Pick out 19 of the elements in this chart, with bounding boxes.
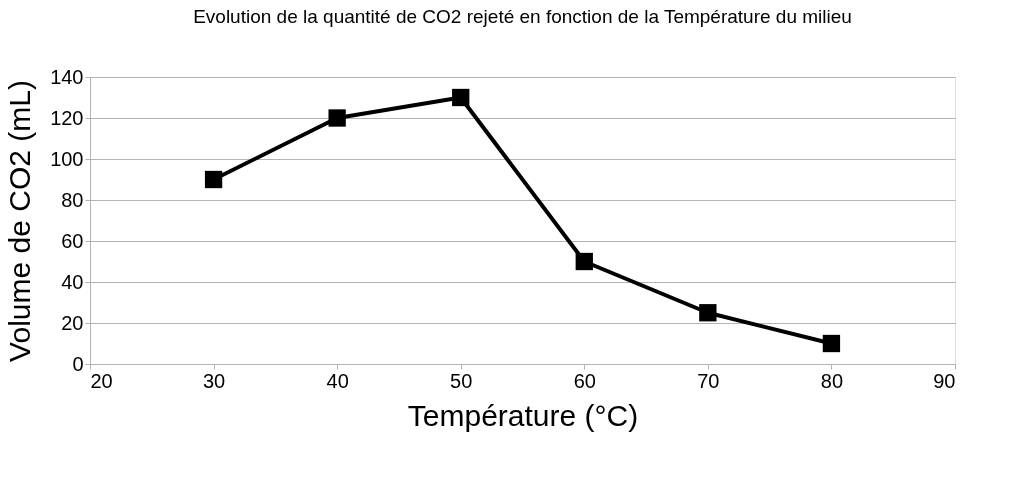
x-tick-label: 70: [697, 369, 720, 392]
y-tick-label: 120: [50, 106, 84, 129]
x-tick-label: 30: [202, 369, 226, 392]
x-tick-label: 80: [820, 369, 844, 392]
y-tick-label: 100: [50, 147, 84, 170]
y-tick-label: 60: [61, 229, 84, 252]
y-tick-label: 40: [61, 270, 84, 293]
y-tick-label: 140: [50, 65, 84, 88]
x-tick-label: 20: [90, 369, 113, 392]
y-tick-label: 0: [72, 352, 84, 375]
x-tick-label: 40: [326, 369, 349, 392]
chart-title: Evolution de la quantité de CO2 rejeté en fonction de la Température du milieu: [193, 6, 852, 27]
x-tick-label: 60: [573, 369, 596, 392]
x-tick-label: 90: [933, 369, 956, 392]
x-axis-title: Température (°C): [407, 398, 639, 432]
y-axis-title: Volume de CO2 (mL): [3, 80, 37, 362]
x-tick-label: 50: [450, 369, 473, 392]
y-tick-label: 80: [61, 188, 84, 211]
y-tick-label: 20: [61, 311, 84, 334]
